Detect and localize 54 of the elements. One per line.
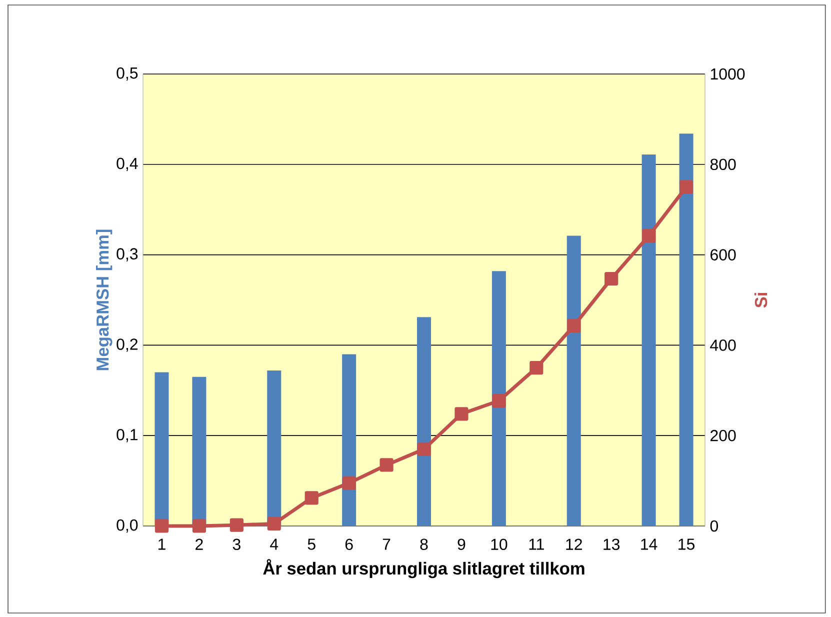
point [267, 516, 281, 531]
bar [267, 370, 282, 526]
point [342, 476, 356, 490]
x-tick-label: 2 [196, 538, 203, 550]
bar [642, 154, 656, 526]
x-tick-label: 13 [604, 538, 620, 550]
x-tick-label: 14 [641, 538, 658, 550]
point [304, 491, 318, 505]
bar [417, 317, 432, 526]
y2-axis-title: Si [754, 293, 768, 308]
x-tick-label: 5 [308, 538, 316, 550]
y2-tick-label: 0 [710, 520, 718, 532]
point [154, 519, 169, 533]
y-tick-label: 0,2 [116, 338, 138, 352]
point [230, 518, 244, 532]
point [192, 519, 206, 533]
point [380, 458, 394, 472]
x-tick-label: 11 [529, 538, 544, 550]
y-tick-label: 0,3 [116, 248, 138, 262]
bar [492, 271, 506, 526]
bar [154, 372, 169, 526]
x-tick-label: 4 [270, 538, 278, 550]
point [417, 442, 431, 456]
x-tick-label: 6 [345, 538, 353, 550]
bar [679, 134, 694, 526]
y2-tick-label: 600 [710, 249, 736, 260]
y-tick-label: 0,5 [116, 67, 138, 81]
point [642, 229, 656, 243]
point [679, 180, 694, 194]
y-tick-label: 0,4 [116, 158, 138, 172]
bar [192, 376, 206, 526]
bar [342, 354, 356, 526]
bar [566, 236, 581, 526]
y2-tick-label: 1000 [710, 68, 745, 80]
x-tick-label: 7 [382, 538, 390, 550]
x-tick-label: 10 [491, 538, 508, 550]
y2-tick-label: 400 [710, 340, 736, 351]
x-tick-label: 12 [566, 538, 582, 550]
x-axis-title: År sedan ursprungliga slitlagret tillkom [263, 559, 584, 578]
x-tick-label: 8 [420, 538, 428, 550]
x-tick-label: 3 [232, 538, 240, 550]
point [530, 360, 544, 375]
x-tick-label: 15 [678, 538, 694, 550]
y-tick-label: 0,0 [116, 519, 138, 533]
x-tick-label: 1 [158, 538, 166, 550]
point [454, 407, 468, 421]
y2-tick-label: 800 [710, 158, 736, 170]
point [567, 318, 581, 333]
y-tick-label: 0,1 [116, 428, 138, 442]
point [492, 394, 506, 408]
x-tick-label: 9 [458, 538, 466, 550]
point [604, 272, 618, 286]
y2-tick-label: 200 [710, 430, 736, 442]
y-axis-title: MegaRMSH [mm] [96, 230, 112, 370]
